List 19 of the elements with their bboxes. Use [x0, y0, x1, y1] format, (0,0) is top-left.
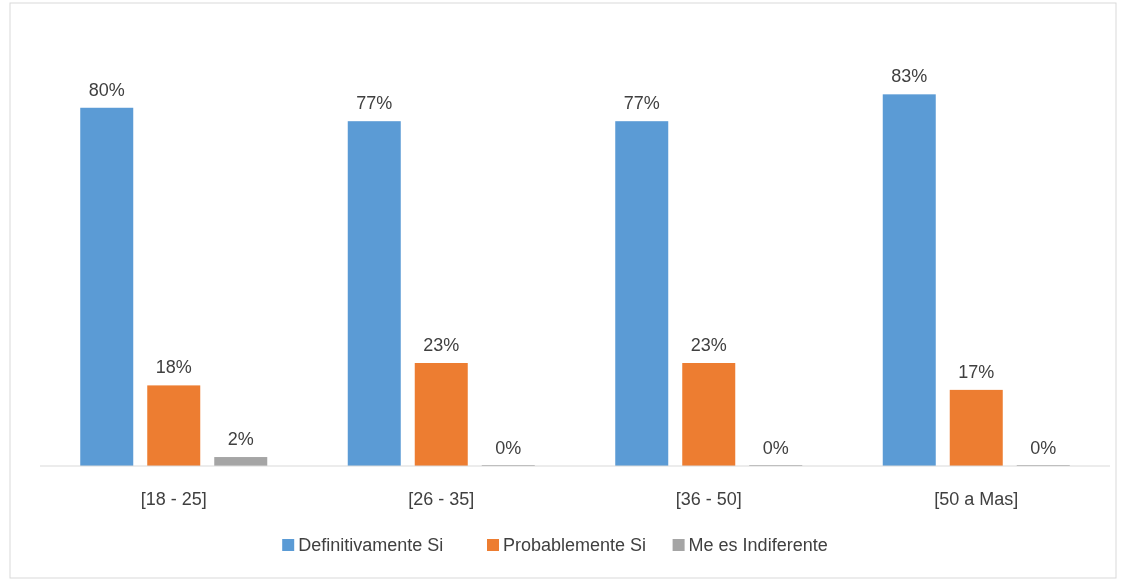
data-label: 0%	[495, 438, 522, 458]
legend-label: Definitivamente Si	[298, 535, 444, 555]
data-label: 18%	[155, 357, 192, 378]
data-label: 23%	[423, 335, 460, 356]
x-tick-label: [26 - 35]	[408, 489, 475, 509]
x-tick-label: [36 - 50]	[675, 489, 742, 509]
data-label: 77%	[356, 93, 393, 114]
data-label: 77%	[623, 93, 660, 114]
data-label: 83%	[891, 66, 928, 87]
data-label: 80%	[88, 79, 125, 100]
data-label: 0%	[762, 438, 789, 458]
data-label: 17%	[958, 361, 995, 382]
data-label: 0%	[1030, 438, 1057, 458]
data-label: 23%	[690, 335, 727, 356]
x-tick-label: [18 - 25]	[140, 489, 207, 509]
legend-label: Probablemente Si	[503, 535, 647, 555]
x-tick-label: [50 a Mas]	[934, 489, 1019, 509]
legend-label: Me es Indiferente	[688, 535, 828, 555]
data-label: 2%	[227, 429, 254, 450]
